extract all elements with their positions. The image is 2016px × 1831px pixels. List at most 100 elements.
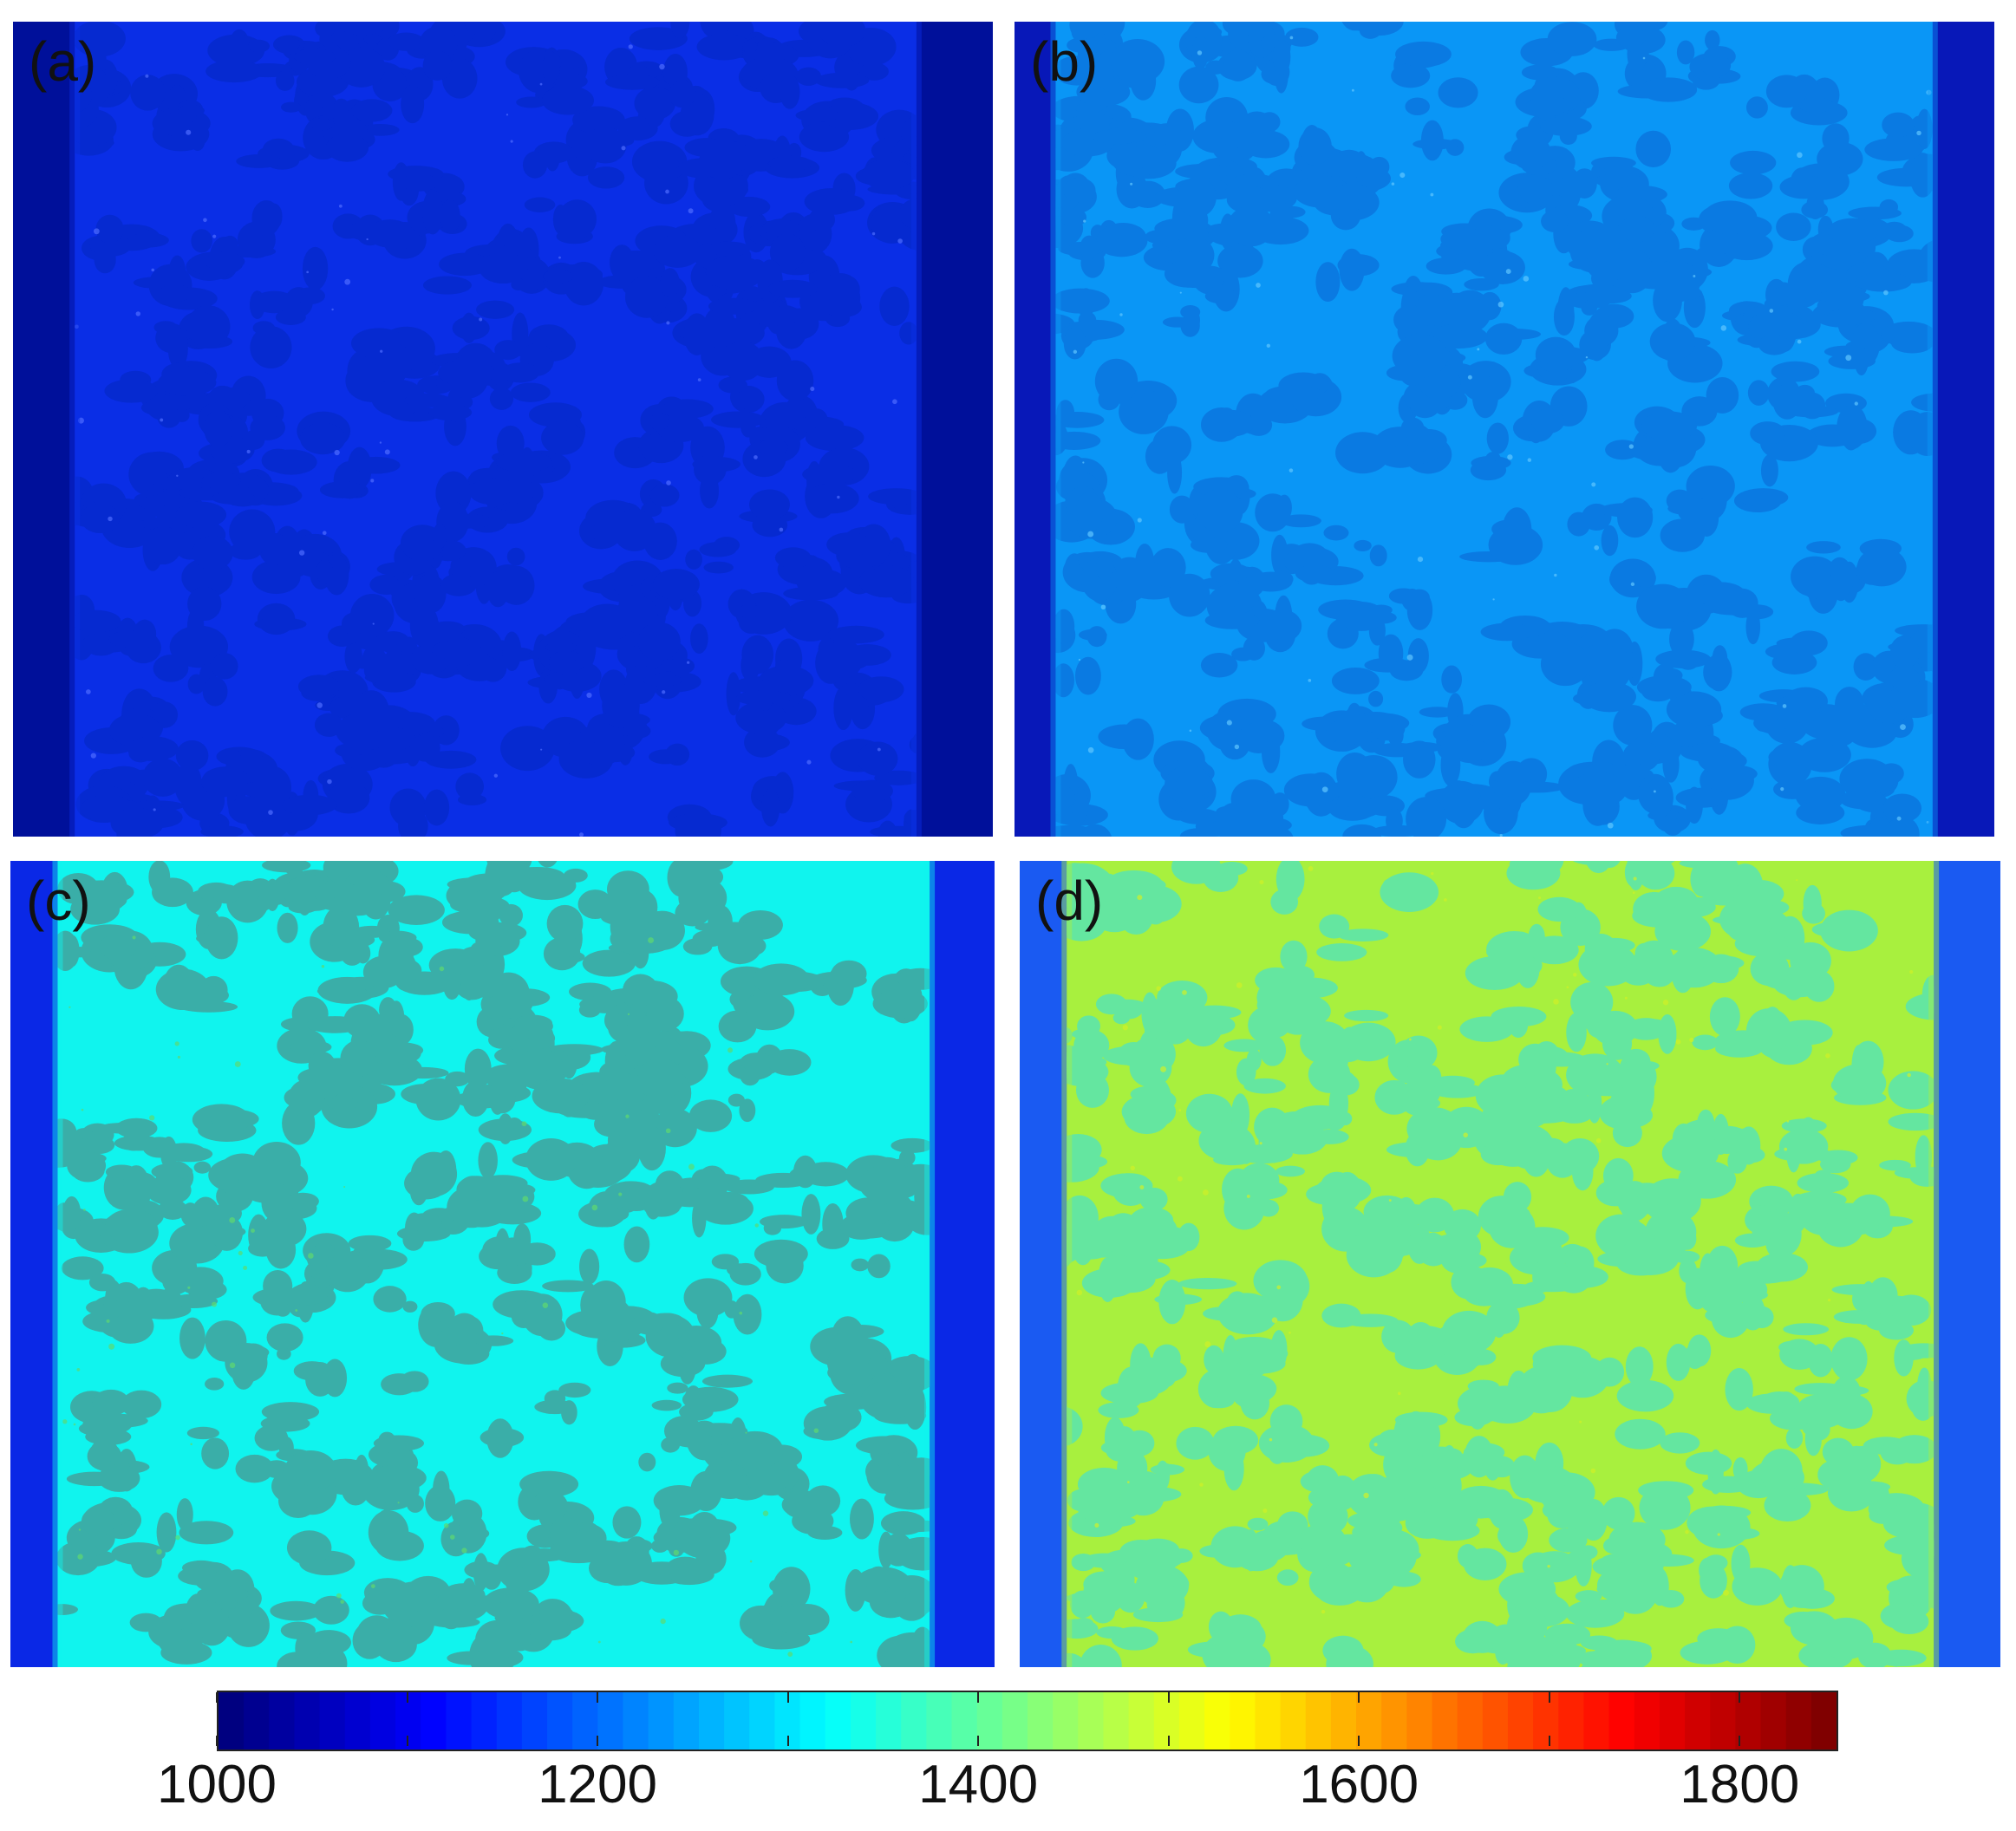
colorbar-step [244, 1692, 271, 1750]
texture-blob [553, 658, 581, 676]
texture-blob [1588, 313, 1605, 347]
texture-blob [235, 1454, 274, 1483]
texture-blob [1331, 667, 1380, 694]
texture-blob [447, 355, 489, 399]
texture-speck [749, 1560, 753, 1563]
texture-blob [1323, 525, 1349, 541]
texture-blob [510, 382, 551, 402]
texture-blob [1827, 218, 1878, 244]
texture-blob [627, 1539, 653, 1554]
texture-blob [1386, 808, 1403, 833]
texture-blob [1480, 622, 1534, 642]
texture-blob [1890, 635, 1920, 669]
texture-speck [1289, 36, 1294, 40]
texture-blob [879, 286, 910, 326]
texture-blob [1818, 1617, 1874, 1660]
texture-blob [314, 1272, 332, 1289]
texture-blob [375, 1530, 424, 1561]
texture-blob [499, 861, 531, 892]
texture-speck [145, 74, 149, 78]
texture-blob [1113, 237, 1147, 250]
texture-speck [1408, 1038, 1412, 1041]
texture-speck [762, 1510, 769, 1516]
colorbar-tick-mark [1358, 1736, 1360, 1746]
texture-blob [805, 425, 864, 452]
texture-blob [81, 1507, 116, 1536]
texture-blob [534, 1399, 576, 1415]
texture-blob [1666, 1343, 1691, 1381]
texture-blob [1630, 861, 1675, 868]
texture-blob [371, 379, 426, 417]
colorbar-step [1255, 1692, 1282, 1750]
texture-blob [1394, 1411, 1448, 1428]
texture-speck [1182, 989, 1187, 995]
texture-blob [1464, 1436, 1494, 1478]
heatmap-panel-a-field [13, 22, 993, 837]
texture-blob [1731, 1544, 1751, 1583]
texture-speck [1499, 833, 1503, 837]
texture-blob [690, 1512, 719, 1539]
texture-speck [77, 417, 84, 424]
texture-blob [425, 1484, 456, 1521]
texture-blob [1407, 1322, 1434, 1349]
texture-blob [372, 1061, 410, 1085]
texture-blob [186, 305, 231, 348]
texture-blob [1824, 345, 1869, 358]
texture-blob [1471, 375, 1498, 419]
texture-blob [1399, 1035, 1438, 1071]
texture-blob [675, 899, 711, 927]
texture-blob [584, 127, 627, 164]
texture-blob [1212, 1425, 1259, 1455]
texture-blob [179, 1317, 206, 1359]
texture-blob [1516, 126, 1547, 144]
texture-blob [1764, 1489, 1811, 1522]
texture-blob [1861, 1280, 1876, 1319]
texture-blob [1269, 201, 1294, 240]
texture-blob [1582, 288, 1632, 304]
texture-blob [780, 75, 800, 109]
panel-edge-soft-left [1050, 22, 1061, 837]
texture-blob [212, 653, 238, 680]
texture-speck [1087, 746, 1094, 753]
panel-edge-soft-left [1061, 861, 1073, 1667]
texture-blob [75, 22, 126, 57]
texture-blob [1747, 380, 1770, 406]
texture-blob [1530, 409, 1565, 434]
texture-blob [817, 1402, 862, 1433]
texture-speck [586, 692, 592, 699]
texture-blob [1882, 112, 1915, 138]
texture-blob [692, 929, 726, 948]
texture-speck [850, 1640, 853, 1644]
texture-blob [669, 863, 724, 891]
texture-blob [1442, 297, 1488, 313]
texture-blob [82, 1136, 115, 1155]
texture-speck [897, 238, 903, 244]
texture-blob [1840, 789, 1887, 810]
texture-blob [1636, 675, 1692, 699]
texture-blob [632, 1312, 664, 1335]
texture-speck [1786, 1120, 1790, 1123]
texture-blob [776, 360, 814, 401]
texture-speck [1130, 182, 1133, 186]
texture-blob [1122, 718, 1154, 760]
texture-blob [805, 408, 828, 432]
texture-blob [1819, 1156, 1851, 1174]
heatmap-panel-b-field [1015, 22, 1994, 837]
texture-blob [1689, 742, 1731, 759]
texture-speck [295, 1309, 298, 1312]
texture-speck [1417, 556, 1424, 563]
texture-blob [1130, 1085, 1170, 1103]
colorbar-step [648, 1692, 675, 1750]
texture-blob [1601, 525, 1619, 557]
texture-blob [407, 1213, 442, 1232]
texture-blob [1706, 653, 1732, 692]
colorbar-step [597, 1692, 624, 1750]
texture-blob [1505, 779, 1523, 793]
texture-blob [850, 1332, 871, 1371]
texture-blob [499, 903, 523, 927]
texture-blob [1820, 705, 1860, 747]
texture-blob [1319, 914, 1350, 939]
texture-blob [1258, 1121, 1288, 1163]
texture-blob [745, 1466, 790, 1492]
texture-blob [1227, 205, 1275, 247]
